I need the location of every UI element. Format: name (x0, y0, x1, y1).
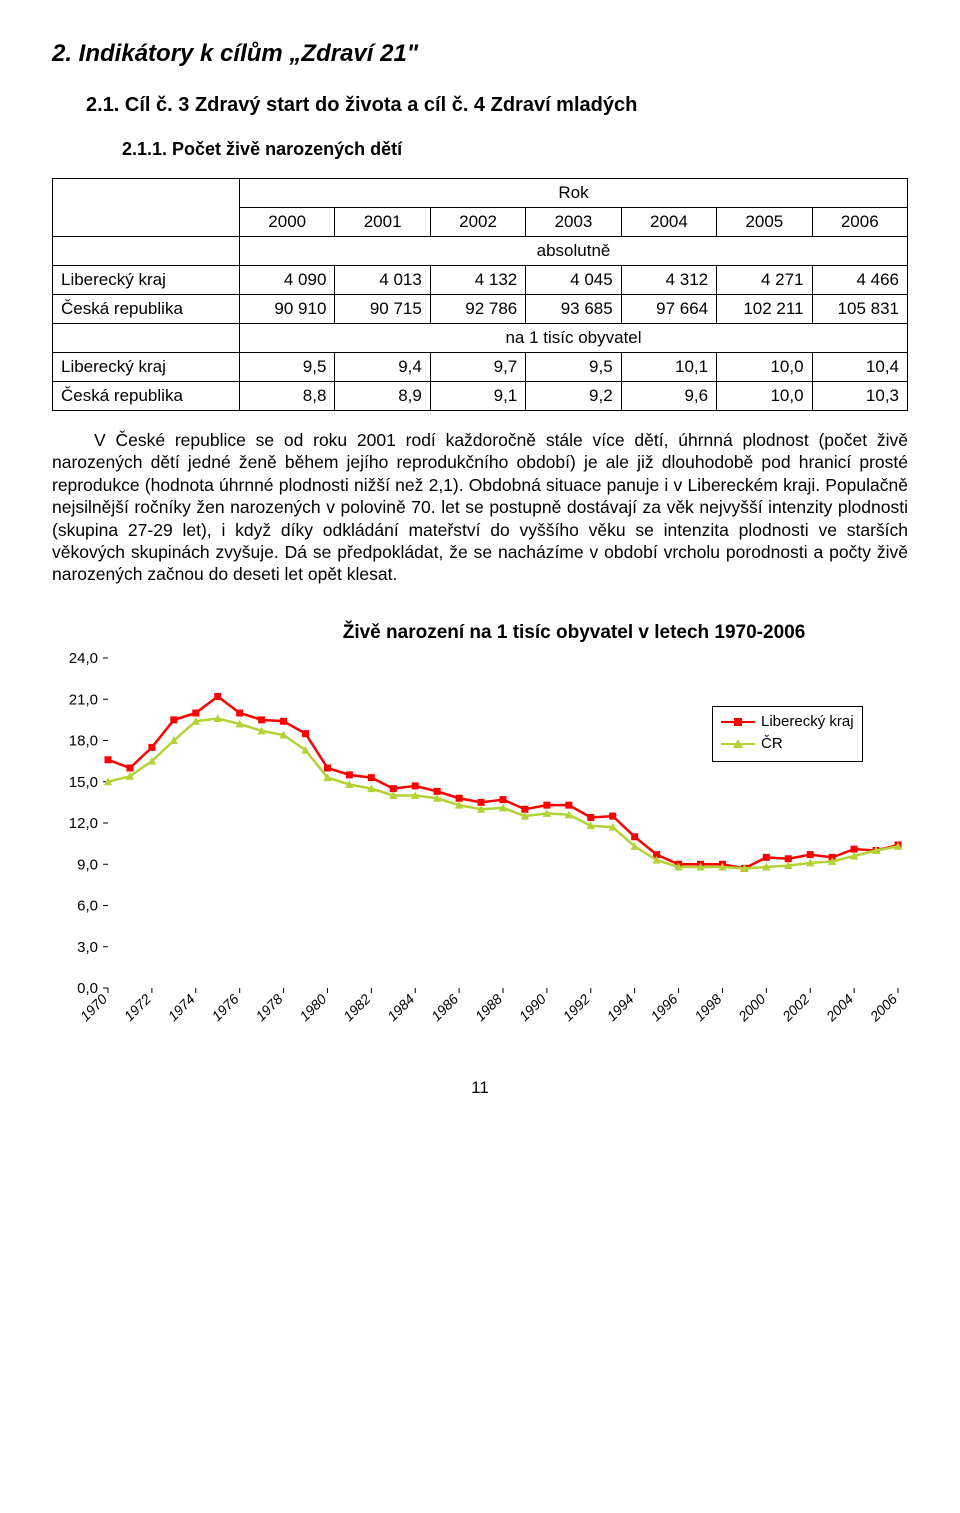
data-cell: 8,8 (240, 382, 335, 411)
year-header-cell: 2006 (812, 208, 907, 237)
legend-item: ČR (721, 733, 854, 755)
svg-text:1990: 1990 (516, 990, 549, 1023)
table-row: Liberecký kraj9,59,49,79,510,110,010,4 (53, 353, 908, 382)
legend-label: Liberecký kraj (761, 713, 854, 730)
svg-text:1972: 1972 (121, 990, 154, 1023)
subsubsection-heading: 2.1.1. Počet živě narozených dětí (122, 139, 908, 160)
legend-swatch (721, 743, 755, 745)
data-cell: 9,5 (240, 353, 335, 382)
table-row: Liberecký kraj4 0904 0134 1324 0454 3124… (53, 266, 908, 295)
svg-text:1974: 1974 (165, 990, 198, 1023)
chart-legend: Liberecký kraj ČR (712, 706, 863, 762)
table-row: Česká republika8,88,99,19,29,610,010,3 (53, 382, 908, 411)
year-header-cell: 2005 (717, 208, 812, 237)
svg-text:9,0: 9,0 (77, 856, 98, 873)
svg-text:1976: 1976 (208, 990, 241, 1023)
svg-text:15,0: 15,0 (69, 773, 98, 790)
svg-text:1982: 1982 (340, 990, 373, 1023)
data-cell: 93 685 (526, 295, 621, 324)
svg-text:18,0: 18,0 (69, 732, 98, 749)
data-cell: 10,0 (717, 382, 812, 411)
row-label-cell: Česká republika (53, 295, 240, 324)
svg-text:21,0: 21,0 (69, 691, 98, 708)
page-number: 11 (52, 1078, 908, 1098)
svg-text:1984: 1984 (384, 990, 417, 1023)
data-cell: 4 312 (621, 266, 716, 295)
data-cell: 9,2 (526, 382, 621, 411)
year-header-cell: 2003 (526, 208, 621, 237)
svg-text:1992: 1992 (560, 990, 593, 1023)
data-cell: 90 715 (335, 295, 430, 324)
section1-label: absolutně (240, 237, 908, 266)
svg-text:1980: 1980 (296, 990, 329, 1023)
section2-label: na 1 tisíc obyvatel (240, 324, 908, 353)
data-cell: 10,4 (812, 353, 907, 382)
svg-text:3,0: 3,0 (77, 938, 98, 955)
section-label-cell (53, 237, 240, 266)
row-label-cell: Česká republika (53, 382, 240, 411)
svg-text:1978: 1978 (252, 990, 285, 1023)
data-cell: 4 013 (335, 266, 430, 295)
data-cell: 10,0 (717, 353, 812, 382)
row-label-cell: Liberecký kraj (53, 353, 240, 382)
data-cell: 9,4 (335, 353, 430, 382)
year-header-cell: 2001 (335, 208, 430, 237)
svg-text:1994: 1994 (603, 990, 636, 1023)
svg-text:1996: 1996 (647, 990, 680, 1023)
section-label-cell (53, 324, 240, 353)
data-cell: 4 271 (717, 266, 812, 295)
svg-text:1986: 1986 (428, 990, 461, 1023)
data-cell: 4 045 (526, 266, 621, 295)
svg-text:2002: 2002 (778, 990, 812, 1024)
data-cell: 8,9 (335, 382, 430, 411)
svg-text:6,0: 6,0 (77, 897, 98, 914)
line-chart: 0,03,06,09,012,015,018,021,024,019701972… (52, 648, 908, 1048)
data-cell: 102 211 (717, 295, 812, 324)
data-cell: 92 786 (430, 295, 525, 324)
svg-text:24,0: 24,0 (69, 650, 98, 667)
subsection-heading: 2.1. Cíl č. 3 Zdravý start do života a c… (86, 94, 908, 117)
data-cell: 4 466 (812, 266, 907, 295)
year-header-cell: 2004 (621, 208, 716, 237)
table-corner-cell (53, 179, 240, 237)
table-row: Česká republika90 91090 71592 78693 6859… (53, 295, 908, 324)
data-cell: 10,3 (812, 382, 907, 411)
data-cell: 9,5 (526, 353, 621, 382)
data-cell: 4 132 (430, 266, 525, 295)
data-cell: 10,1 (621, 353, 716, 382)
svg-text:2004: 2004 (822, 990, 856, 1024)
data-table: Rok 2000200120022003200420052006 absolut… (52, 178, 908, 411)
data-cell: 9,1 (430, 382, 525, 411)
svg-text:1998: 1998 (691, 990, 724, 1023)
year-header-cell: 2000 (240, 208, 335, 237)
data-cell: 105 831 (812, 295, 907, 324)
svg-text:1988: 1988 (472, 990, 505, 1023)
year-header-cell: 2002 (430, 208, 525, 237)
legend-swatch (721, 721, 755, 723)
row-label-cell: Liberecký kraj (53, 266, 240, 295)
body-paragraph: V České republice se od roku 2001 rodí k… (52, 429, 908, 586)
svg-text:12,0: 12,0 (69, 815, 98, 832)
table-year-header: Rok (240, 179, 908, 208)
svg-text:2000: 2000 (734, 990, 768, 1024)
data-cell: 4 090 (240, 266, 335, 295)
section-heading: 2. Indikátory k cílům „Zdraví 21" (52, 40, 908, 68)
chart-title: Živě narození na 1 tisíc obyvatel v lete… (240, 622, 908, 644)
data-cell: 90 910 (240, 295, 335, 324)
data-cell: 9,7 (430, 353, 525, 382)
legend-item: Liberecký kraj (721, 711, 854, 733)
data-cell: 97 664 (621, 295, 716, 324)
legend-label: ČR (761, 735, 783, 752)
data-cell: 9,6 (621, 382, 716, 411)
svg-text:2006: 2006 (866, 990, 900, 1024)
